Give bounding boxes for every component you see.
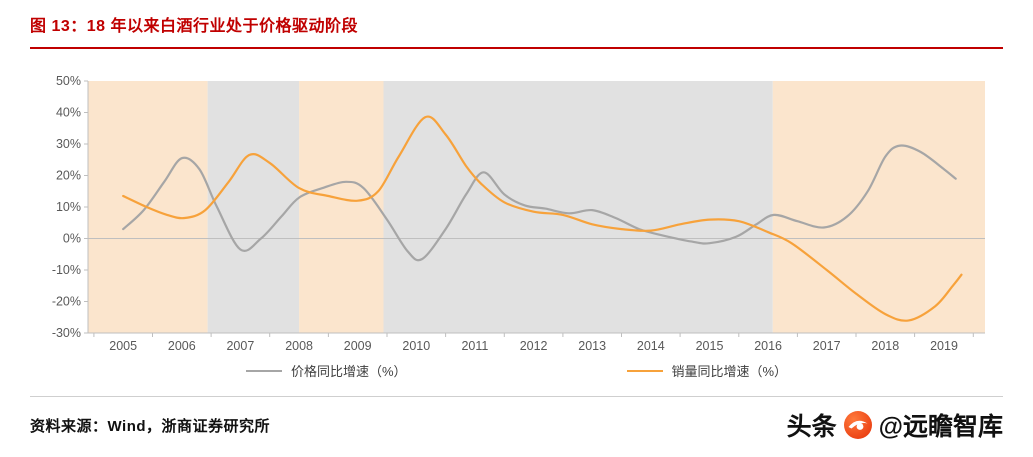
legend-item-volume-growth: 销量同比增速（%） bbox=[626, 361, 788, 380]
legend-label-price-growth: 价格同比增速（%） bbox=[290, 364, 407, 379]
svg-text:20%: 20% bbox=[56, 169, 81, 183]
svg-text:2012: 2012 bbox=[520, 339, 548, 353]
svg-text:2017: 2017 bbox=[813, 339, 841, 353]
svg-text:40%: 40% bbox=[56, 106, 81, 120]
svg-text:10%: 10% bbox=[56, 200, 81, 214]
watermark: 头条 @远瞻智库 bbox=[787, 407, 1003, 443]
line-chart: 50% 40% 30% 20% 10% 0% -10% -20% -30% 2005 2006 200… bbox=[52, 74, 985, 353]
svg-text:-20%: -20% bbox=[52, 295, 81, 309]
legend-item-price-growth: 价格同比增速（%） bbox=[245, 361, 407, 380]
svg-text:2006: 2006 bbox=[168, 339, 196, 353]
svg-text:-30%: -30% bbox=[52, 326, 81, 340]
legend-label-volume-growth: 销量同比增速（%） bbox=[671, 364, 788, 379]
data-source-text: 资料来源：Wind，浙商证券研究所 bbox=[30, 417, 271, 435]
watermark-handle-text: @远瞻智库 bbox=[878, 413, 1003, 441]
yuanzhan-zhiku-logo-icon bbox=[843, 410, 873, 440]
svg-text:0%: 0% bbox=[63, 232, 81, 246]
svg-text:2008: 2008 bbox=[285, 339, 313, 353]
svg-text:2019: 2019 bbox=[930, 339, 958, 353]
svg-text:2009: 2009 bbox=[344, 339, 372, 353]
line-chart-container: 50% 40% 30% 20% 10% 0% -10% -20% -30% 2005 2006 200… bbox=[30, 67, 1003, 380]
svg-text:2018: 2018 bbox=[871, 339, 899, 353]
svg-text:2015: 2015 bbox=[696, 339, 724, 353]
svg-text:50%: 50% bbox=[56, 74, 81, 88]
figure-footer: 资料来源：Wind，浙商证券研究所 头条 @远瞻智库 bbox=[30, 396, 1003, 443]
svg-text:2011: 2011 bbox=[461, 339, 488, 353]
watermark-brand-text: 头条 bbox=[786, 413, 837, 441]
svg-text:2014: 2014 bbox=[637, 339, 665, 353]
svg-text:2013: 2013 bbox=[578, 339, 606, 353]
volume-line-swatch-icon bbox=[626, 369, 663, 372]
svg-text:-10%: -10% bbox=[52, 263, 81, 277]
svg-text:2005: 2005 bbox=[109, 339, 137, 353]
figure-title: 图 13：18 年以来白酒行业处于价格驱动阶段 bbox=[30, 16, 1003, 49]
chart-legend: 价格同比增速（%） 销量同比增速（%） bbox=[30, 361, 1003, 380]
svg-text:30%: 30% bbox=[56, 137, 81, 151]
svg-text:2007: 2007 bbox=[226, 339, 254, 353]
price-line-swatch-icon bbox=[245, 369, 282, 372]
svg-text:2010: 2010 bbox=[402, 339, 430, 353]
svg-text:2016: 2016 bbox=[754, 339, 782, 353]
